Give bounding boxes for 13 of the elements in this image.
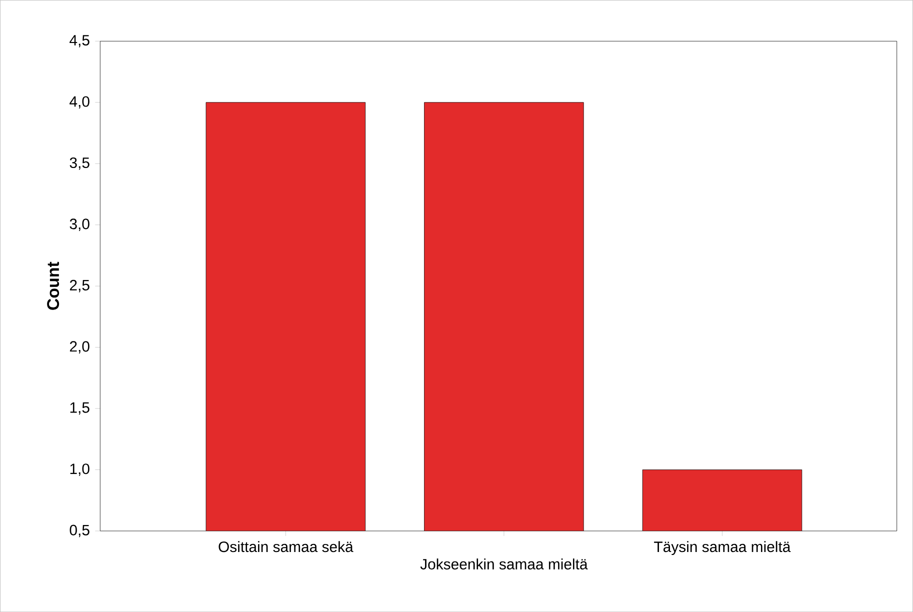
y-tick-label: 2,0 xyxy=(70,341,90,354)
y-tick-label: 4,5 xyxy=(70,35,90,48)
x-tick-label: Osittain samaa sekä xyxy=(218,541,354,552)
y-tick-label: 3,5 xyxy=(70,157,90,170)
y-tick-label: 3,0 xyxy=(70,218,90,231)
y-axis-title: Count xyxy=(47,262,60,310)
y-tick-label: 1,5 xyxy=(70,402,90,415)
x-tick-label: Jokseenkin samaa mieltä xyxy=(420,558,588,570)
y-tick-label: 2,5 xyxy=(70,280,90,292)
x-tick-label: Täysin samaa mieltä xyxy=(654,541,791,555)
y-tick-label: 4,0 xyxy=(70,96,90,108)
y-tick-label: 1,0 xyxy=(70,464,90,476)
y-tick-label: 0,5 xyxy=(70,524,90,538)
